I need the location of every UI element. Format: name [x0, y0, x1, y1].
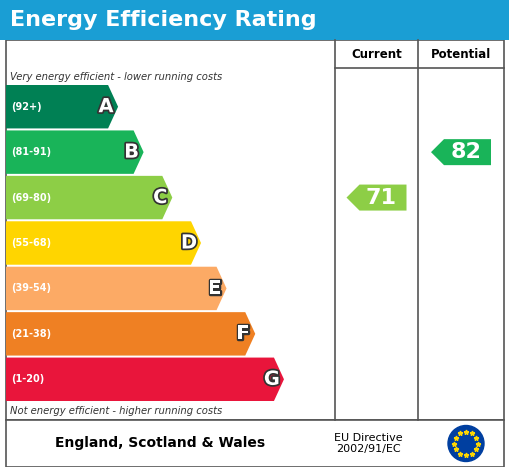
Text: 82: 82 — [450, 142, 482, 162]
Polygon shape — [6, 358, 284, 401]
Circle shape — [448, 425, 484, 461]
Text: Potential: Potential — [431, 48, 491, 61]
Polygon shape — [6, 130, 144, 174]
Text: Current: Current — [351, 48, 402, 61]
Text: (69-80): (69-80) — [11, 192, 51, 203]
Text: (21-38): (21-38) — [11, 329, 51, 339]
Text: 71: 71 — [366, 188, 397, 207]
Text: (39-54): (39-54) — [11, 283, 51, 293]
Text: England, Scotland & Wales: England, Scotland & Wales — [55, 437, 265, 451]
Polygon shape — [347, 184, 407, 211]
Polygon shape — [6, 221, 201, 265]
Text: D: D — [181, 234, 197, 253]
Bar — [6, 40, 504, 420]
Polygon shape — [431, 139, 491, 165]
Bar — [0, 0, 509, 40]
Text: Not energy efficient - higher running costs: Not energy efficient - higher running co… — [10, 406, 222, 417]
Text: (81-91): (81-91) — [11, 147, 51, 157]
Text: Energy Efficiency Rating: Energy Efficiency Rating — [10, 10, 317, 30]
Polygon shape — [6, 85, 118, 128]
Bar — [6, 420, 504, 467]
Text: E: E — [208, 279, 221, 298]
Text: (1-20): (1-20) — [11, 374, 44, 384]
Polygon shape — [6, 176, 173, 219]
Text: C: C — [153, 188, 167, 207]
Text: (92+): (92+) — [11, 102, 42, 112]
Text: B: B — [124, 142, 139, 162]
Text: G: G — [264, 370, 280, 389]
Text: Very energy efficient - lower running costs: Very energy efficient - lower running co… — [10, 72, 222, 83]
Text: A: A — [99, 97, 114, 116]
Text: F: F — [237, 325, 250, 343]
Text: EU Directive
2002/91/EC: EU Directive 2002/91/EC — [334, 433, 402, 454]
Text: (55-68): (55-68) — [11, 238, 51, 248]
Polygon shape — [6, 312, 255, 355]
Polygon shape — [6, 267, 227, 310]
